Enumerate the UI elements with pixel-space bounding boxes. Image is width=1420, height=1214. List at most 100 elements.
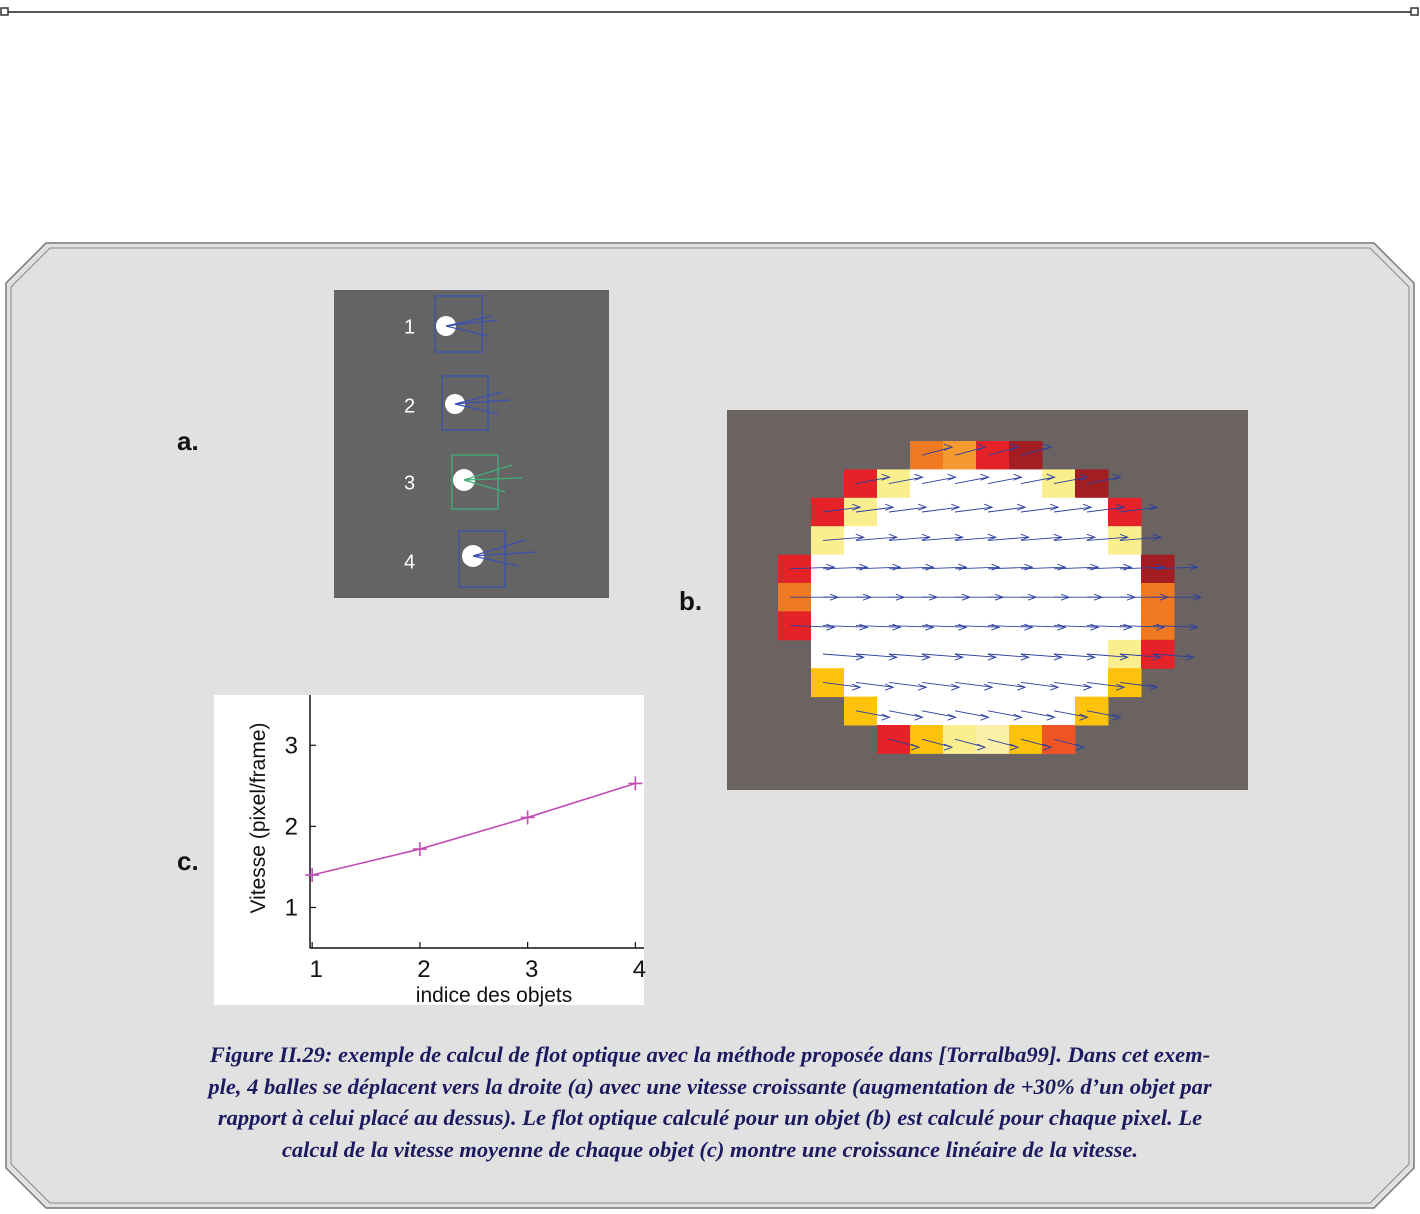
flow-arrow [954, 623, 1001, 631]
flow-arrow [987, 653, 1031, 661]
flow-arrow [789, 563, 836, 571]
flow-arrow [1020, 533, 1064, 541]
flow-arrow [1152, 623, 1199, 631]
flow-arrow [1020, 443, 1053, 456]
heat-cell [910, 725, 944, 754]
rule-handle [0, 7, 9, 16]
heat-cell [943, 469, 977, 499]
flow-arrow [888, 681, 928, 691]
flow-arrow [1053, 623, 1100, 631]
heat-cell [844, 469, 878, 499]
flow-arrow [921, 710, 957, 721]
flow-arrow [1086, 681, 1126, 691]
object-number: 3 [404, 472, 415, 494]
heat-cell [1009, 526, 1043, 556]
flow-arrow [954, 653, 998, 661]
heat-cell [1009, 696, 1043, 726]
flow-arrow [987, 503, 1027, 513]
y-tick-label: 1 [285, 894, 298, 921]
flow-arrow [1086, 623, 1133, 631]
flow-arrow [921, 563, 968, 571]
heat-cell [943, 497, 977, 527]
flow-arrow [954, 533, 998, 541]
heat-cell [1042, 497, 1076, 527]
caption-line: rapport à celui placé au dessus). Le flo… [218, 1105, 1202, 1130]
flow-arrow [1053, 681, 1093, 691]
heat-cell [910, 469, 944, 499]
heat-cell [1075, 526, 1109, 556]
flow-arrow [987, 473, 1023, 485]
flow-arrow [822, 681, 862, 691]
panel-label: c. [177, 846, 199, 876]
flow-arrow [987, 533, 1031, 541]
heat-cell [1009, 497, 1043, 527]
flow-arrow [822, 623, 869, 631]
flow-arrow [921, 681, 961, 691]
heat-cell [844, 497, 878, 527]
heat-cell [976, 725, 1010, 754]
flow-arrow [921, 738, 954, 751]
flow-arrow [1086, 503, 1126, 513]
heat-cell [1075, 469, 1109, 499]
flow-arrow [1020, 473, 1056, 485]
data-point [305, 868, 320, 883]
heat-cell [877, 497, 911, 527]
flow-arrow [1153, 593, 1203, 601]
heat-cell [877, 469, 911, 499]
heat-cell [976, 497, 1010, 527]
heat-cell [1042, 526, 1076, 556]
heat-cell [1108, 497, 1142, 527]
flow-arrow [1053, 710, 1089, 721]
flow-arrow [855, 653, 899, 661]
flow-arrow [987, 623, 1034, 631]
x-tick-label: 2 [417, 956, 430, 983]
heat-cell [910, 526, 944, 556]
flow-arrow [888, 533, 932, 541]
caption-line: calcul de la vitesse moyenne de chaque o… [282, 1137, 1138, 1162]
flow-arrow [888, 473, 924, 485]
data-point [628, 776, 643, 791]
flow-arrow [888, 623, 935, 631]
flow-arrow [987, 710, 1023, 721]
flow-arrow [1053, 533, 1097, 541]
flow-arrow [1020, 623, 1067, 631]
flow-arrow [987, 681, 1027, 691]
flow-arrow [1086, 710, 1122, 721]
flow-arrow [954, 681, 994, 691]
flow-arrow [921, 473, 957, 485]
heat-cell [910, 441, 944, 470]
flow-arrow [954, 563, 1001, 571]
data-line [311, 782, 636, 876]
flow-arrow [987, 563, 1034, 571]
heat-cell [811, 497, 845, 527]
heat-cell [877, 526, 911, 556]
flow-heatmap [778, 441, 1203, 754]
y-tick-label: 2 [285, 813, 298, 840]
flow-arrow [1119, 533, 1163, 541]
heat-cell [1009, 469, 1043, 499]
caption-line: Figure II.29: exemple de calcul de flot … [209, 1042, 1210, 1067]
heat-cell [943, 725, 977, 754]
flow-arrow [855, 710, 891, 721]
flow-arrow [822, 563, 869, 571]
flow-arrow [1053, 738, 1086, 751]
flow-arrow [1152, 563, 1199, 571]
frame-inner [10, 247, 1410, 1204]
flow-arrow [954, 710, 990, 721]
flow-arrow [1020, 563, 1067, 571]
heat-cell [844, 526, 878, 556]
heat-cell [976, 696, 1010, 726]
panel-a-objects [434, 295, 538, 588]
flow-arrow [822, 653, 866, 661]
flow-arrow [1053, 503, 1093, 513]
flow-arrow [954, 738, 987, 751]
x-tick-label: 4 [633, 956, 646, 983]
flow-arrow [954, 503, 994, 513]
flow-arrow [822, 503, 862, 513]
flow-arrow [954, 443, 987, 456]
data-point [412, 842, 427, 857]
chart: 1 2 3 1 2 3 4 indice des objets Vitesse (pixel/f… [247, 695, 646, 1007]
flow-arrow [921, 623, 968, 631]
flow-arrow [1119, 623, 1166, 631]
